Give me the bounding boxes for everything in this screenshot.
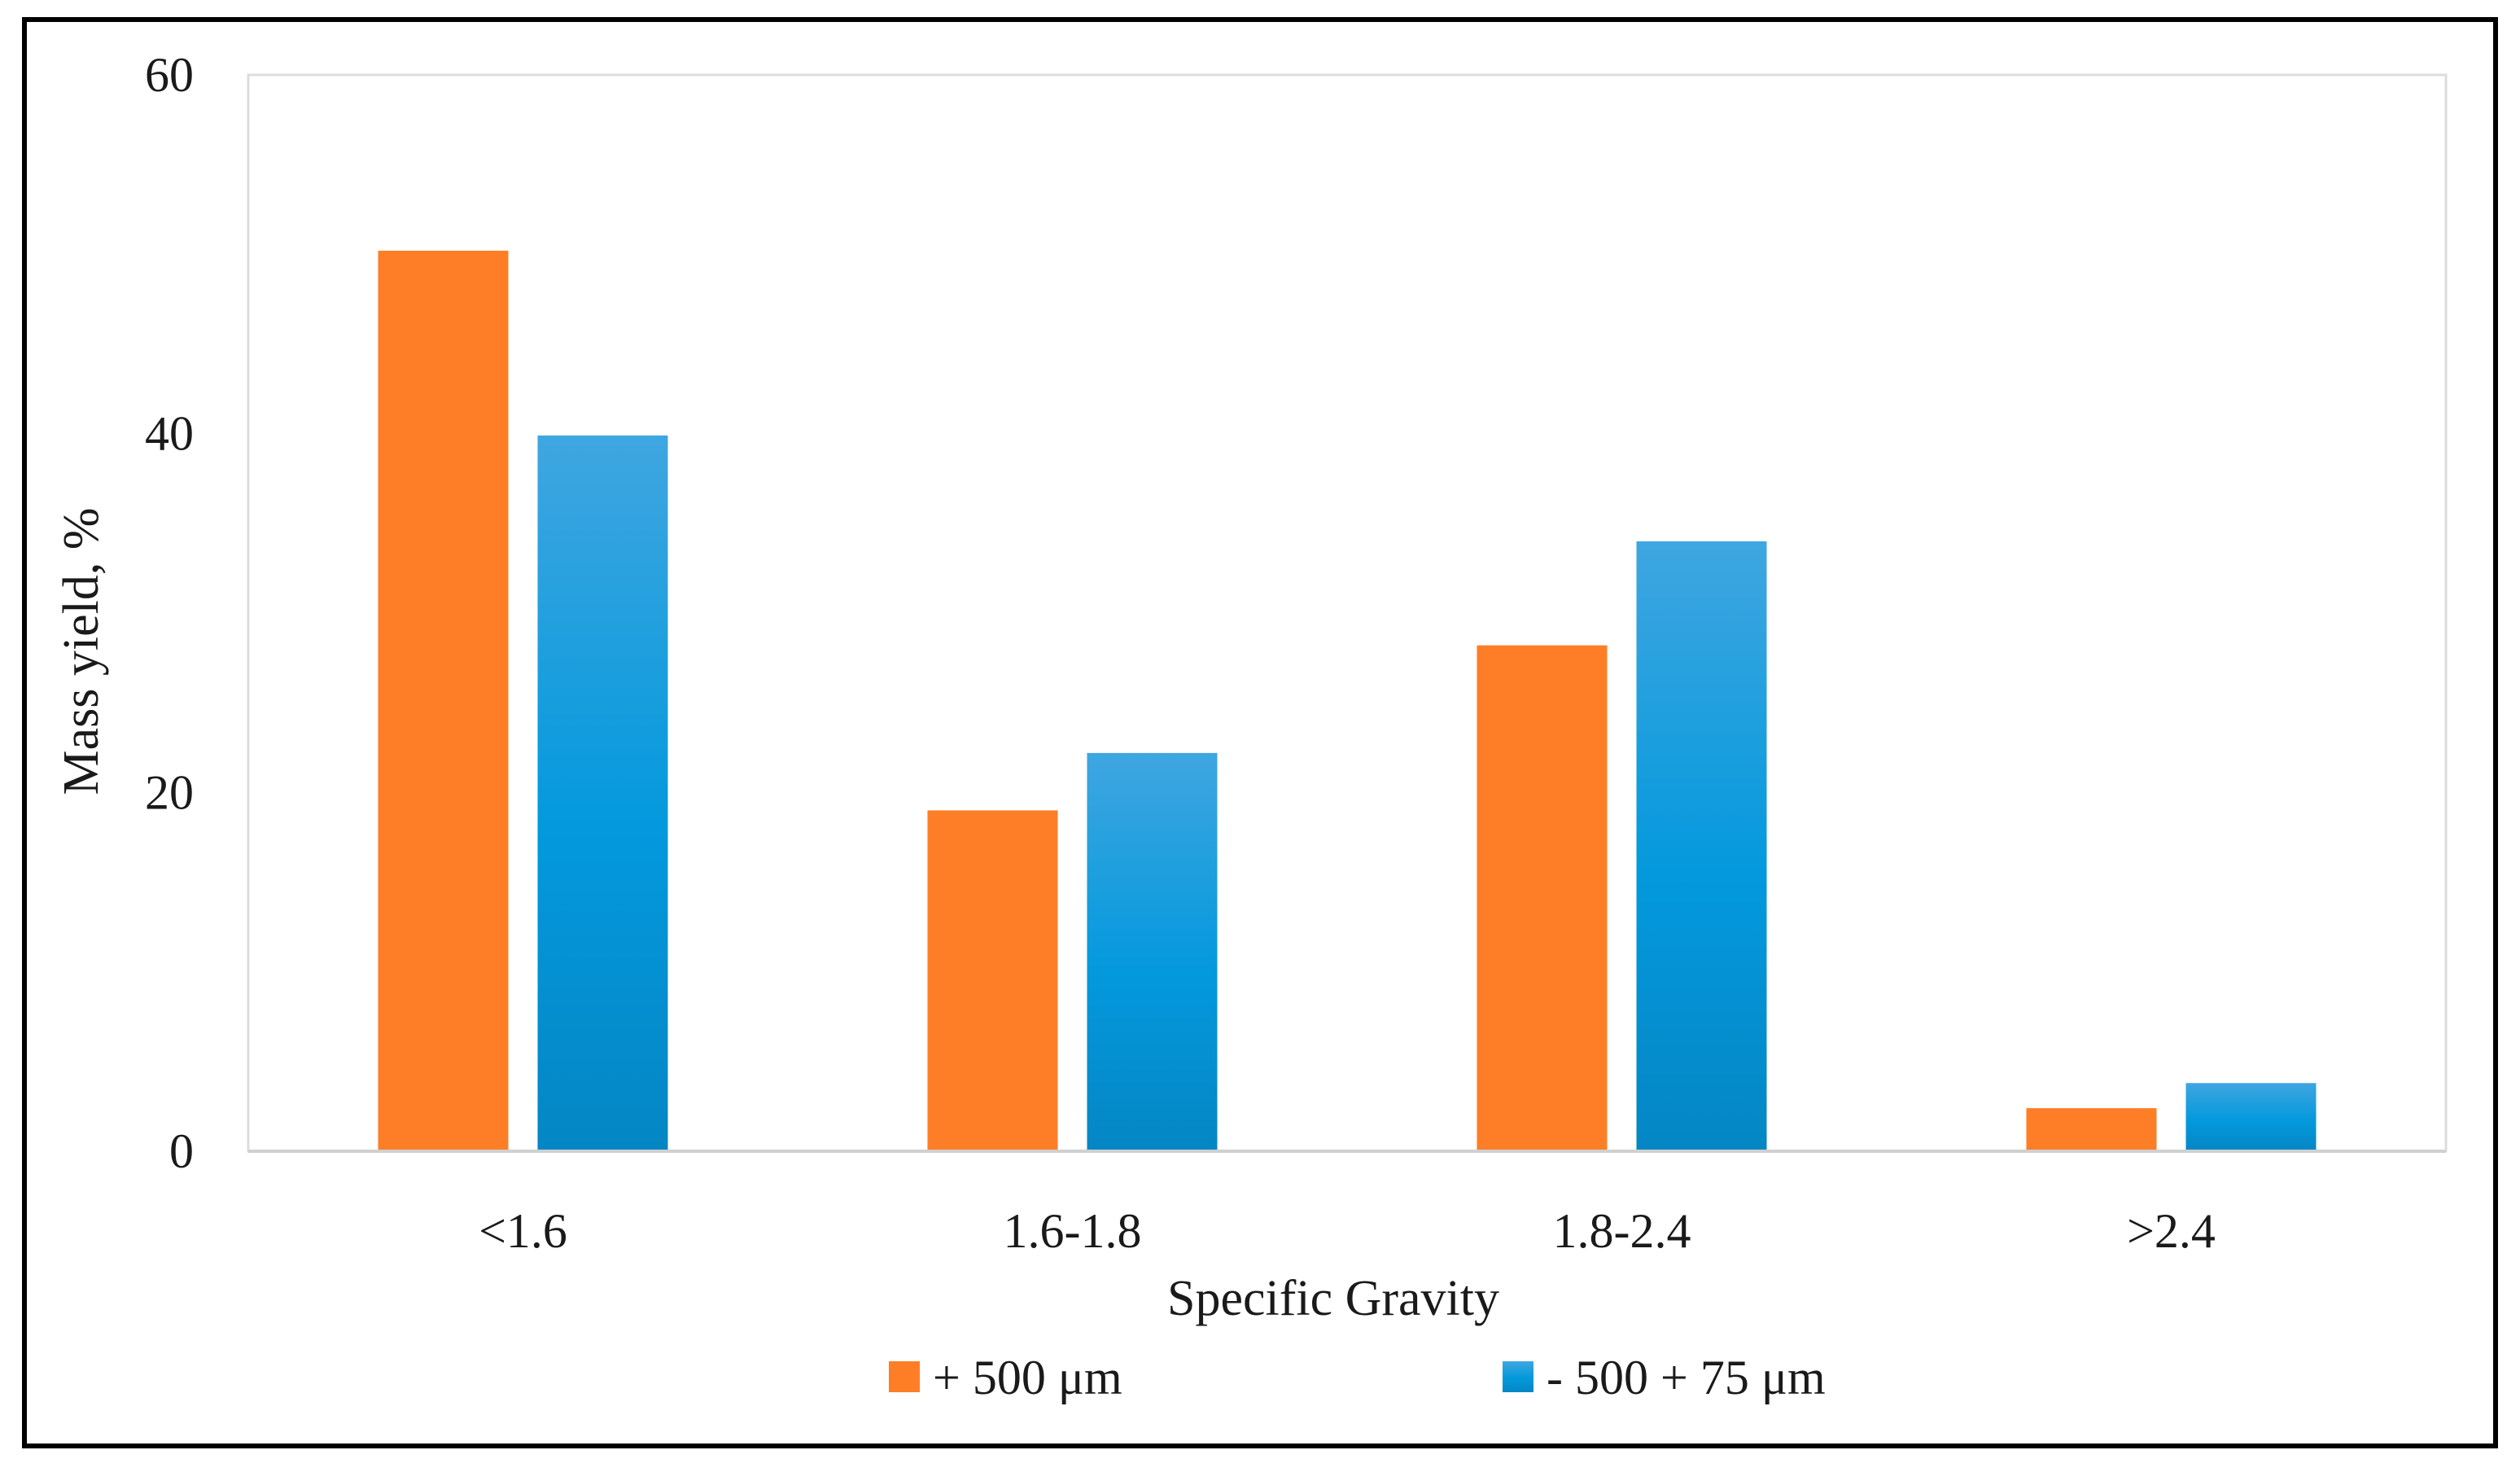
legend-label-series-1: + 500 μm (933, 1351, 1122, 1404)
bar-series-1-cat-3 (1477, 645, 1608, 1151)
x-axis-title: Specific Gravity (1167, 1271, 1499, 1326)
bar-series-1-cat-4 (2026, 1108, 2157, 1151)
y-tick-labels: 0 20 40 60 (145, 48, 194, 1178)
legend-label-series-2: - 500 + 75 μm (1547, 1351, 1826, 1404)
x-tick-label: >2.4 (2127, 1204, 2216, 1258)
bar-series-2-cat-1 (537, 435, 668, 1151)
y-tick-label: 0 (169, 1124, 194, 1178)
figure-border (22, 17, 2498, 1448)
x-tick-label: <1.6 (479, 1204, 567, 1258)
x-tick-label: 1.6-1.8 (1004, 1204, 1142, 1258)
x-tick-label: 1.8-2.4 (1553, 1204, 1691, 1258)
bar-series-2-cat-3 (1636, 541, 1767, 1151)
bar-series-2-cat-4 (2185, 1083, 2317, 1151)
legend: + 500 μm - 500 + 75 μm (889, 1351, 1826, 1404)
x-tick-labels: <1.6 1.6-1.8 1.8-2.4 >2.4 (479, 1204, 2216, 1258)
bar-series-1-cat-2 (927, 810, 1058, 1151)
legend-swatch-series-1 (889, 1361, 920, 1392)
y-tick-label: 20 (145, 765, 194, 819)
y-tick-label: 60 (145, 48, 194, 102)
bars-group (378, 250, 2317, 1152)
bar-series-2-cat-2 (1087, 752, 1218, 1151)
bar-series-1-cat-1 (378, 250, 509, 1152)
y-tick-label: 40 (145, 407, 194, 461)
y-axis-title: Mass yield, % (54, 507, 109, 795)
legend-swatch-series-2 (1503, 1361, 1533, 1392)
